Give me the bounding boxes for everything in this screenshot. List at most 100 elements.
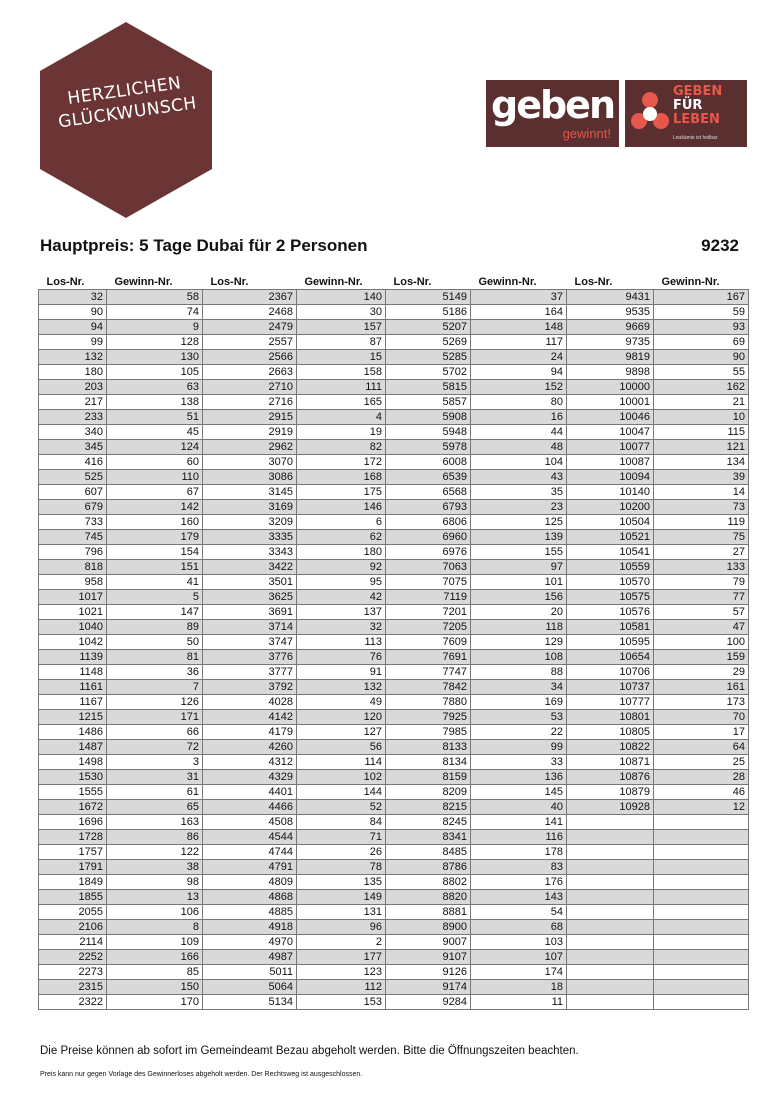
los-nr-cell: 3776 [202, 649, 297, 665]
logo-line-3: LEBEN [673, 112, 720, 127]
header-gewinn-nr: Gewinn-Nr. [661, 275, 720, 288]
los-nr-cell [566, 859, 654, 875]
gewinn-nr-cell [653, 994, 749, 1010]
gewinn-nr-cell [653, 889, 749, 905]
table-row: 1148 36 3777 91 7747 88 10706 29 [38, 664, 749, 680]
gewinn-nr-cell: 22 [470, 724, 567, 740]
table-row: 2315 150 5064 112 9174 18 [38, 979, 749, 995]
los-nr-cell: 7985 [385, 724, 471, 740]
los-nr-cell: 7609 [385, 634, 471, 650]
los-nr-cell: 2055 [38, 904, 107, 920]
los-nr-cell: 10801 [566, 709, 654, 725]
table-row: 99 128 2557 87 5269 117 9735 69 [38, 334, 749, 350]
table-row: 1530 31 4329 102 8159 136 10876 28 [38, 769, 749, 785]
los-nr-cell: 2468 [202, 304, 297, 320]
gewinn-nr-cell: 19 [296, 424, 386, 440]
los-nr-cell: 9007 [385, 934, 471, 950]
gewinn-nr-cell: 164 [470, 304, 567, 320]
gewinn-nr-cell: 170 [106, 994, 203, 1010]
los-nr-cell: 2479 [202, 319, 297, 335]
los-nr-cell: 3777 [202, 664, 297, 680]
los-nr-cell: 10077 [566, 439, 654, 455]
table-row: 2322 170 5134 153 9284 11 [38, 994, 749, 1010]
gewinn-nr-cell: 50 [106, 634, 203, 650]
gewinn-nr-cell: 34 [470, 679, 567, 695]
gewinn-nr-cell [653, 859, 749, 875]
gewinn-nr-cell: 92 [296, 559, 386, 575]
gewinn-nr-cell: 20 [470, 604, 567, 620]
los-nr-cell: 3070 [202, 454, 297, 470]
gewinn-nr-cell: 37 [470, 289, 567, 305]
table-row: 1555 61 4401 144 8209 145 10879 46 [38, 784, 749, 800]
table-row: 203 63 2710 111 5815 152 10000 162 [38, 379, 749, 395]
gewinn-nr-cell: 99 [470, 739, 567, 755]
gewinn-nr-cell: 166 [106, 949, 203, 965]
table-row: 90 74 2468 30 5186 164 9535 59 [38, 304, 749, 320]
los-nr-cell [566, 964, 654, 980]
los-nr-cell: 10777 [566, 694, 654, 710]
pickup-note: Die Preise können ab sofort im Gemeindea… [40, 1045, 579, 1057]
los-nr-cell: 9174 [385, 979, 471, 995]
gewinn-nr-cell: 112 [296, 979, 386, 995]
los-nr-cell: 5908 [385, 409, 471, 425]
gewinn-nr-cell: 124 [106, 439, 203, 455]
los-nr-cell: 340 [38, 424, 107, 440]
los-nr-cell: 2273 [38, 964, 107, 980]
gewinn-nr-cell: 161 [653, 679, 749, 695]
geben-fuer-leben-logo: GEBEN FÜR LEBEN Leukämie ist heilbar [625, 80, 747, 147]
gewinn-nr-cell: 28 [653, 769, 749, 785]
main-prize-number: 9232 [701, 236, 739, 255]
gewinn-nr-cell: 11 [470, 994, 567, 1010]
los-nr-cell: 1555 [38, 784, 107, 800]
los-nr-cell: 5011 [202, 964, 297, 980]
los-nr-cell: 1855 [38, 889, 107, 905]
gewinn-nr-cell: 123 [296, 964, 386, 980]
gewinn-nr-cell: 80 [470, 394, 567, 410]
table-row: 745 179 3335 62 6960 139 10521 75 [38, 529, 749, 545]
los-nr-cell: 233 [38, 409, 107, 425]
los-nr-cell: 7075 [385, 574, 471, 590]
gewinn-nr-cell: 73 [653, 499, 749, 515]
los-nr-cell: 4466 [202, 799, 297, 815]
los-nr-cell [566, 814, 654, 830]
gewinn-nr-cell: 40 [470, 799, 567, 815]
los-nr-cell: 10047 [566, 424, 654, 440]
los-nr-cell: 4028 [202, 694, 297, 710]
gewinn-nr-cell: 140 [296, 289, 386, 305]
los-nr-cell [566, 949, 654, 965]
table-row: 416 60 3070 172 6008 104 10087 134 [38, 454, 749, 470]
gewinn-nr-cell: 9 [106, 319, 203, 335]
table-row: 796 154 3343 180 6976 155 10541 27 [38, 544, 749, 560]
gewinn-nr-cell: 64 [653, 739, 749, 755]
header-gewinn-nr: Gewinn-Nr. [478, 275, 537, 288]
gewinn-nr-cell: 81 [106, 649, 203, 665]
los-nr-cell: 7201 [385, 604, 471, 620]
los-nr-cell: 4260 [202, 739, 297, 755]
gewinn-nr-cell: 14 [653, 484, 749, 500]
los-nr-cell: 5978 [385, 439, 471, 455]
table-row: 1791 38 4791 78 8786 83 [38, 859, 749, 875]
gewinn-nr-cell: 131 [296, 904, 386, 920]
table-row: 679 142 3169 146 6793 23 10200 73 [38, 499, 749, 515]
table-row: 1139 81 3776 76 7691 108 10654 159 [38, 649, 749, 665]
los-nr-cell: 10581 [566, 619, 654, 635]
gewinn-nr-cell [653, 979, 749, 995]
los-nr-cell: 9535 [566, 304, 654, 320]
los-nr-cell: 9126 [385, 964, 471, 980]
gewinn-nr-cell: 68 [470, 919, 567, 935]
gewinn-nr-cell [653, 964, 749, 980]
los-nr-cell: 10046 [566, 409, 654, 425]
los-nr-cell: 10200 [566, 499, 654, 515]
los-nr-cell: 5207 [385, 319, 471, 335]
table-row: 233 51 2915 4 5908 16 10046 10 [38, 409, 749, 425]
gewinn-nr-cell: 172 [296, 454, 386, 470]
gewinn-nr-cell: 125 [470, 514, 567, 530]
los-nr-cell: 5285 [385, 349, 471, 365]
los-nr-cell: 7925 [385, 709, 471, 725]
los-nr-cell: 10541 [566, 544, 654, 560]
gewinn-nr-cell [653, 814, 749, 830]
gewinn-nr-cell: 10 [653, 409, 749, 425]
gewinn-nr-cell: 91 [296, 664, 386, 680]
los-nr-cell: 8133 [385, 739, 471, 755]
los-nr-cell: 3747 [202, 634, 297, 650]
